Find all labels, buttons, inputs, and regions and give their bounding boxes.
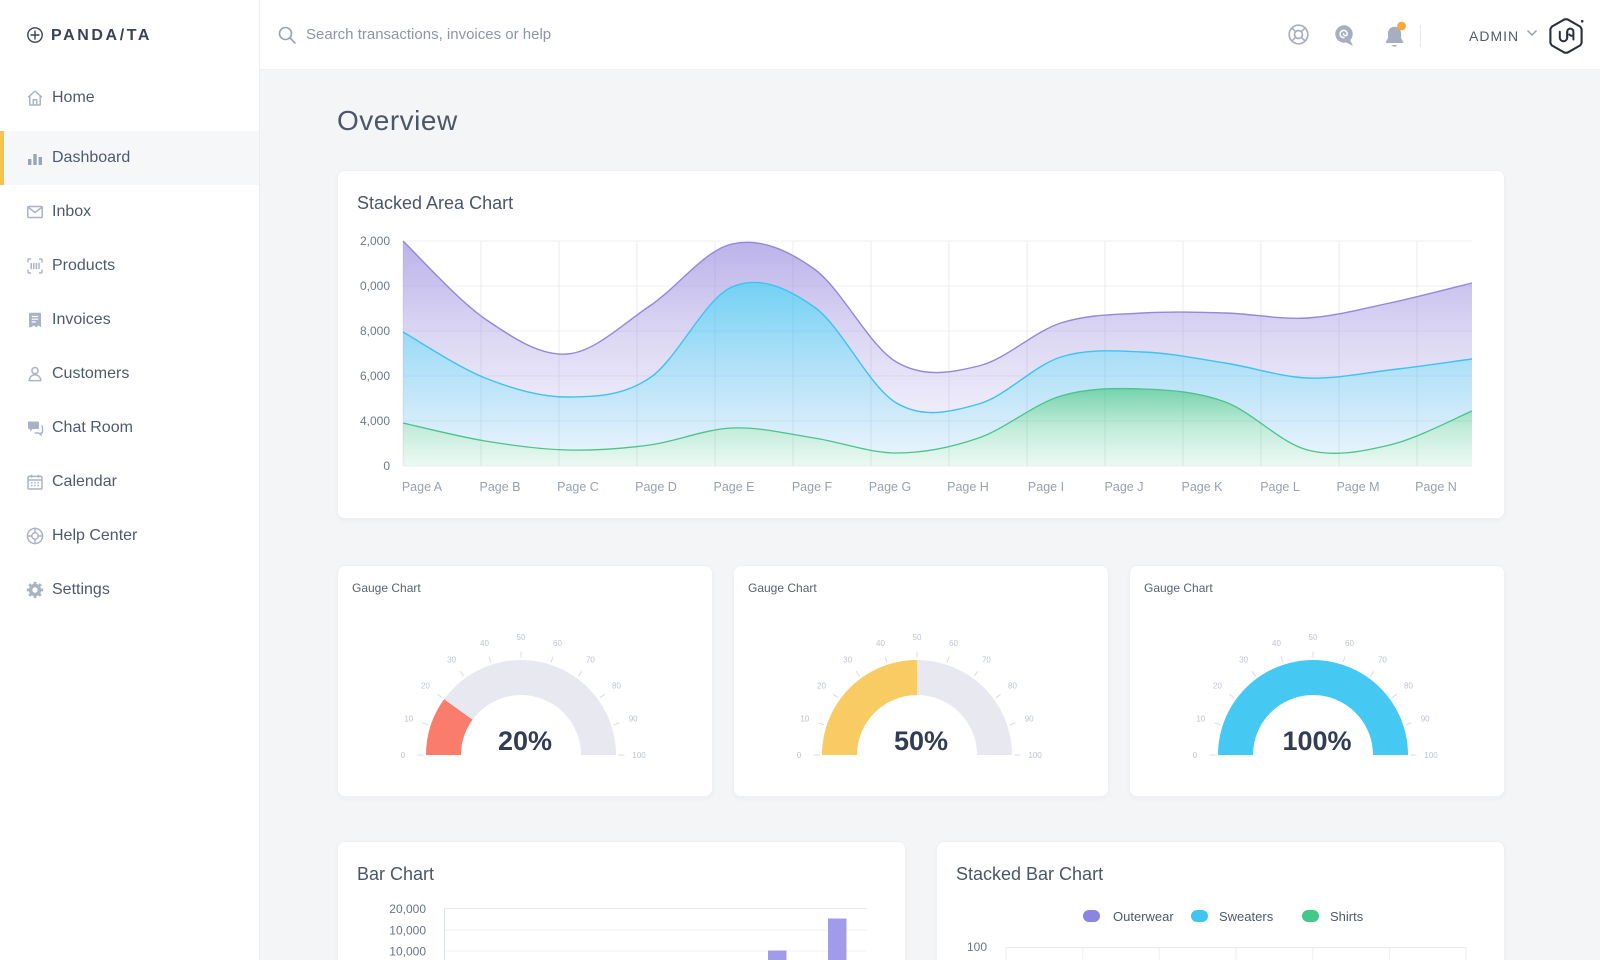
- svg-text:100: 100: [1424, 751, 1438, 760]
- svg-text:80: 80: [612, 682, 621, 691]
- svg-text:50: 50: [517, 633, 526, 642]
- svg-text:10,000: 10,000: [389, 924, 426, 938]
- svg-text:Page D: Page D: [635, 480, 677, 494]
- svg-text:20: 20: [421, 682, 430, 691]
- svg-text:90: 90: [1421, 715, 1430, 724]
- svg-text:Page A: Page A: [402, 480, 443, 494]
- svg-text:Page F: Page F: [792, 480, 833, 494]
- svg-text:Page L: Page L: [1260, 480, 1300, 494]
- svg-text:Outerwear: Outerwear: [1113, 909, 1174, 924]
- svg-text:4,000: 4,000: [360, 414, 390, 428]
- svg-text:0: 0: [1193, 751, 1198, 760]
- svg-text:90: 90: [1025, 715, 1034, 724]
- svg-text:90: 90: [629, 715, 638, 724]
- svg-text:40: 40: [480, 639, 489, 648]
- svg-text:8,000: 8,000: [360, 324, 390, 338]
- svg-text:80: 80: [1008, 682, 1017, 691]
- svg-text:Sweaters: Sweaters: [1219, 909, 1274, 924]
- svg-text:Page B: Page B: [479, 480, 520, 494]
- svg-text:10,000: 10,000: [389, 945, 426, 959]
- svg-text:50: 50: [913, 633, 922, 642]
- svg-text:20,000: 20,000: [389, 902, 426, 916]
- svg-text:60: 60: [949, 639, 958, 648]
- svg-text:50: 50: [1309, 633, 1318, 642]
- svg-text:Page H: Page H: [947, 480, 989, 494]
- svg-text:Page N: Page N: [1415, 480, 1457, 494]
- svg-text:40: 40: [1272, 639, 1281, 648]
- svg-text:6,000: 6,000: [360, 369, 390, 383]
- svg-text:70: 70: [982, 656, 991, 665]
- svg-text:Shirts: Shirts: [1330, 909, 1364, 924]
- svg-text:60: 60: [1345, 639, 1354, 648]
- svg-text:0,000: 0,000: [360, 279, 390, 293]
- svg-text:100: 100: [967, 940, 987, 954]
- svg-text:Page J: Page J: [1105, 480, 1144, 494]
- svg-text:100: 100: [632, 751, 646, 760]
- svg-text:20: 20: [817, 682, 826, 691]
- svg-text:Page I: Page I: [1028, 480, 1064, 494]
- svg-text:10: 10: [404, 715, 413, 724]
- svg-text:Page G: Page G: [869, 480, 911, 494]
- svg-text:2,000: 2,000: [360, 234, 390, 248]
- svg-text:100: 100: [1028, 751, 1042, 760]
- svg-text:40: 40: [876, 639, 885, 648]
- svg-text:0: 0: [797, 751, 802, 760]
- svg-text:Page K: Page K: [1181, 480, 1223, 494]
- svg-text:Page E: Page E: [713, 480, 754, 494]
- svg-text:0: 0: [401, 751, 406, 760]
- svg-text:60: 60: [553, 639, 562, 648]
- svg-text:Page M: Page M: [1336, 480, 1379, 494]
- svg-text:0: 0: [383, 459, 390, 473]
- svg-text:30: 30: [1239, 656, 1248, 665]
- svg-text:80: 80: [1404, 682, 1413, 691]
- svg-text:70: 70: [1378, 656, 1387, 665]
- svg-text:Page C: Page C: [557, 480, 599, 494]
- svg-text:30: 30: [843, 656, 852, 665]
- svg-text:30: 30: [447, 656, 456, 665]
- svg-text:70: 70: [586, 656, 595, 665]
- svg-text:20: 20: [1213, 682, 1222, 691]
- svg-text:10: 10: [1196, 715, 1205, 724]
- svg-text:10: 10: [800, 715, 809, 724]
